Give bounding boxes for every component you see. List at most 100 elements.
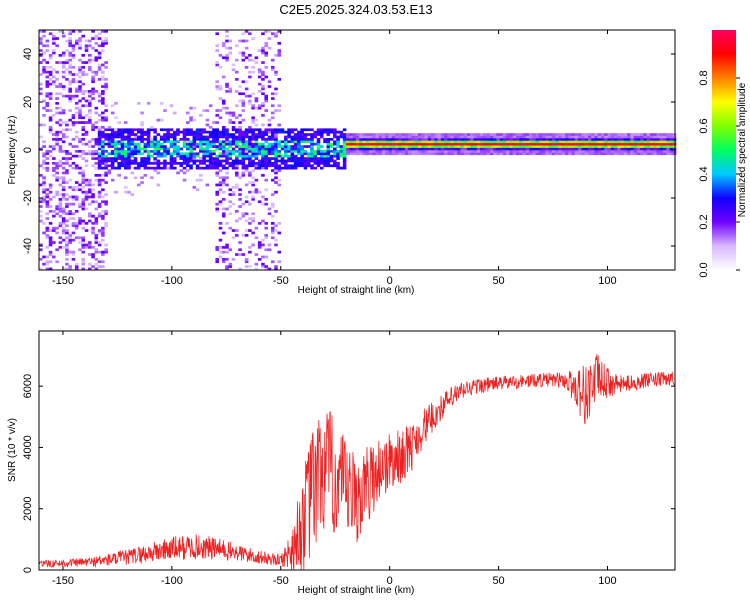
heatmap-cell: [336, 157, 340, 160]
heatmap-cell: [192, 154, 197, 158]
heatmap-cell: [385, 152, 389, 156]
heatmap-cell: [319, 150, 324, 153]
heatmap-cell: [39, 37, 43, 40]
heatmap-cell: [284, 135, 288, 139]
heatmap-cell: [231, 63, 236, 67]
heatmap-cell: [221, 150, 226, 153]
heatmap-cell: [284, 164, 288, 168]
heatmap-cell: [218, 188, 223, 192]
heatmap-cell: [480, 135, 484, 139]
heatmap-cell: [293, 159, 298, 163]
heatmap-cell: [140, 181, 144, 184]
heatmap-cell: [417, 140, 422, 144]
heatmap-cell: [107, 171, 112, 175]
heatmap-cell: [453, 142, 458, 146]
heatmap-cell: [91, 90, 95, 93]
heatmap-cell: [231, 258, 236, 261]
heatmap-cell: [156, 152, 161, 156]
heatmap-cell: [336, 145, 340, 148]
heatmap-cell: [45, 195, 50, 199]
heatmap-cell: [225, 106, 229, 110]
heatmap-cell: [215, 164, 219, 168]
heatmap-cell: [65, 39, 69, 43]
heatmap-cell: [42, 58, 46, 62]
heatmap-cell: [342, 166, 347, 170]
heatmap-cell: [58, 205, 63, 208]
heatmap-cell: [274, 181, 278, 184]
heatmap-cell: [130, 130, 135, 134]
heatmap-cell: [659, 135, 664, 139]
heatmap-cell: [189, 166, 193, 170]
heatmap-cell: [444, 145, 448, 148]
heatmap-cell: [656, 150, 661, 153]
heatmap-cell: [323, 162, 327, 165]
heatmap-cell: [130, 162, 135, 165]
heatmap-cell: [532, 152, 536, 156]
heatmap-cell: [587, 152, 592, 156]
heatmap-cell: [293, 145, 298, 148]
heatmap-cell: [388, 147, 393, 151]
heatmap-cell: [600, 140, 605, 144]
heatmap-cell: [231, 140, 236, 144]
heatmap-cell: [254, 190, 259, 194]
heatmap-cell: [316, 159, 321, 163]
heatmap-cell: [306, 140, 311, 144]
heatmap-cell: [506, 152, 510, 156]
heatmap-cell: [640, 145, 644, 148]
heatmap-cell: [365, 150, 370, 153]
heatmap-cell: [339, 147, 344, 151]
heatmap-cell: [205, 154, 210, 158]
heatmap-cell: [489, 150, 494, 153]
heatmap-cell: [261, 78, 265, 81]
heatmap-cell: [555, 147, 559, 151]
heatmap-cell: [42, 114, 46, 117]
heatmap-cell: [58, 224, 63, 228]
heatmap-cell: [199, 159, 203, 163]
heatmap-cell: [91, 126, 95, 129]
heatmap-cell: [58, 236, 63, 240]
heatmap-cell: [261, 49, 265, 52]
heatmap-cell: [71, 54, 76, 57]
heatmap-cell: [235, 130, 239, 134]
heatmap-cell: [254, 97, 259, 100]
heatmap-cell: [568, 150, 572, 153]
heatmap-cell: [555, 152, 559, 156]
heatmap-cell: [84, 73, 89, 76]
heatmap-cell: [499, 140, 504, 144]
heatmap-cell: [218, 145, 223, 148]
heatmap-cell: [516, 135, 520, 139]
heatmap-cell: [261, 262, 265, 266]
heatmap-cell: [218, 154, 223, 158]
heatmap-cell: [120, 128, 125, 132]
heatmap-cell: [117, 162, 121, 165]
heatmap-cell: [215, 157, 219, 160]
heatmap-cell: [133, 166, 138, 170]
snr-y-tick-label: 4000: [22, 435, 34, 459]
heatmap-cell: [101, 214, 105, 218]
heatmap-cell: [91, 183, 95, 187]
heatmap-cell: [555, 150, 559, 153]
heatmap-cell: [535, 150, 540, 153]
heatmap-cell: [571, 152, 576, 156]
heatmap-cell: [538, 138, 543, 141]
heatmap-cell: [58, 159, 63, 163]
heatmap-cell: [55, 85, 59, 88]
heatmap-cell: [137, 142, 141, 146]
heatmap-cell: [333, 162, 337, 165]
heatmap-cell: [261, 243, 265, 247]
heatmap-cell: [42, 159, 46, 163]
heatmap-cell: [78, 68, 82, 72]
heatmap-cell: [114, 154, 118, 158]
heatmap-cell: [470, 140, 474, 144]
heatmap-cell: [101, 78, 105, 81]
heatmap-cell: [61, 87, 66, 91]
heatmap-cell: [290, 152, 295, 156]
heatmap-cell: [228, 188, 233, 192]
heatmap-cell: [493, 152, 497, 156]
heatmap-cell: [614, 135, 618, 139]
heatmap-cell: [427, 147, 432, 151]
heatmap-cell: [594, 147, 598, 151]
heatmap-cell: [81, 207, 86, 211]
heatmap-cell: [293, 157, 298, 160]
heatmap-cell: [346, 150, 350, 153]
